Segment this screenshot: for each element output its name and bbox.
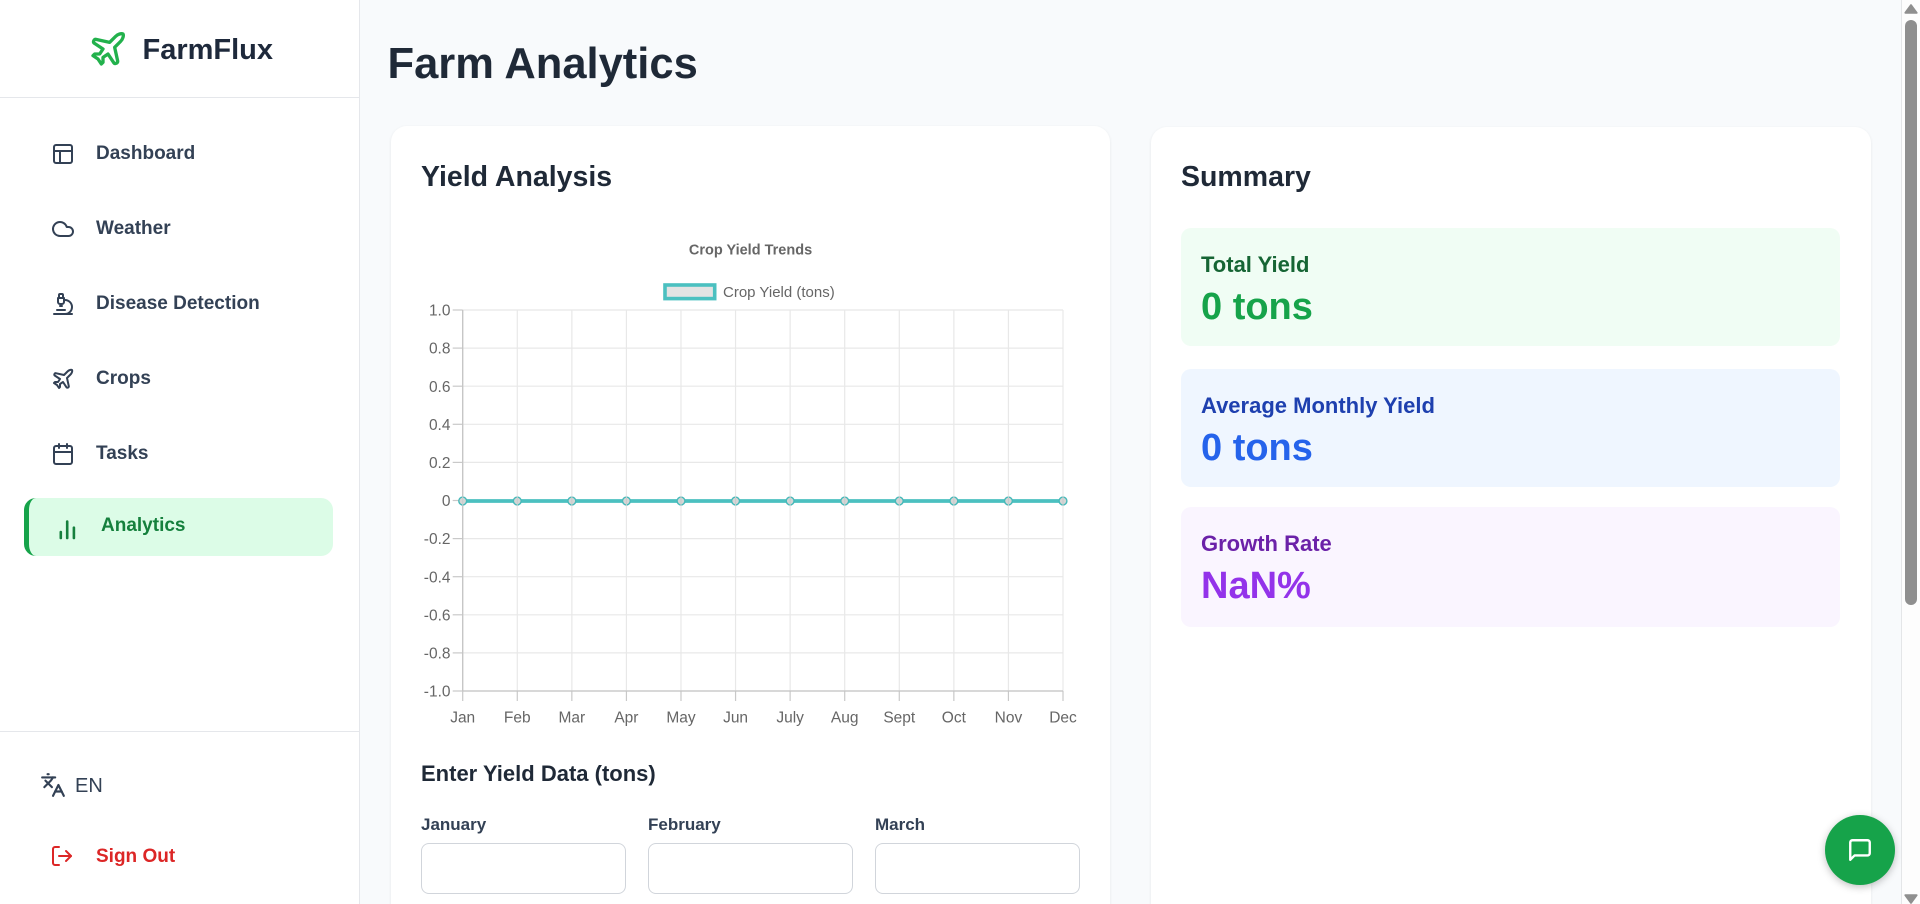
svg-text:Feb: Feb <box>504 709 531 726</box>
svg-text:Apr: Apr <box>614 709 638 726</box>
svg-text:0.2: 0.2 <box>429 455 451 472</box>
svg-text:0: 0 <box>442 493 451 510</box>
svg-text:1.0: 1.0 <box>429 303 451 320</box>
svg-text:May: May <box>666 709 696 726</box>
svg-text:-0.4: -0.4 <box>424 569 451 586</box>
svg-text:Aug: Aug <box>831 709 859 726</box>
svg-text:Mar: Mar <box>558 709 585 726</box>
svg-text:-0.2: -0.2 <box>424 531 451 548</box>
svg-text:Sept: Sept <box>883 709 916 726</box>
svg-text:0.4: 0.4 <box>429 417 451 434</box>
svg-text:-0.6: -0.6 <box>424 607 451 624</box>
svg-text:Crop Yield (tons): Crop Yield (tons) <box>723 284 835 301</box>
svg-text:Nov: Nov <box>995 709 1023 726</box>
svg-text:Jun: Jun <box>723 709 748 726</box>
svg-text:0.6: 0.6 <box>429 379 451 396</box>
svg-text:Jan: Jan <box>450 709 475 726</box>
svg-text:July: July <box>776 709 804 726</box>
svg-text:Crop Yield Trends: Crop Yield Trends <box>689 243 812 259</box>
svg-text:Oct: Oct <box>942 709 967 726</box>
svg-text:0.8: 0.8 <box>429 341 451 358</box>
svg-text:Dec: Dec <box>1049 709 1077 726</box>
svg-text:-1.0: -1.0 <box>424 684 451 701</box>
svg-text:-0.8: -0.8 <box>424 646 451 663</box>
